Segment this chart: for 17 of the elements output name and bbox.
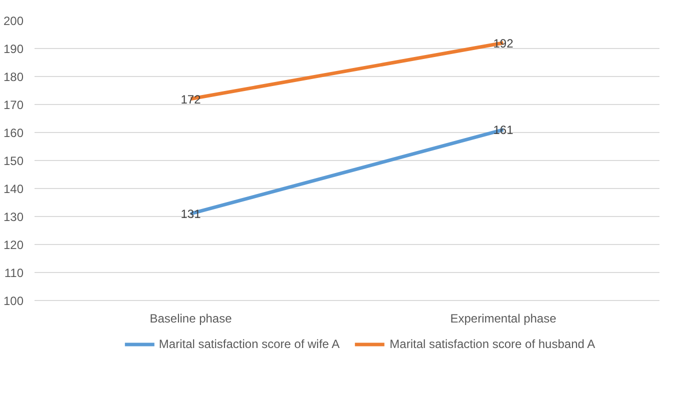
x-tick-label: Experimental phase (450, 312, 557, 326)
y-tick-label: 180 (3, 70, 24, 84)
y-tick-label: 140 (3, 182, 24, 196)
legend-label: Marital satisfaction score of wife A (158, 337, 340, 351)
y-tick-label: 150 (3, 154, 24, 168)
y-tick-label: 160 (3, 126, 24, 140)
data-label: 131 (180, 207, 202, 222)
data-label: 172 (180, 92, 202, 106)
y-tick-label: 130 (3, 210, 24, 224)
legend-label: Marital satisfaction score of husband A (390, 337, 596, 351)
y-tick-label: 200 (3, 14, 24, 28)
y-tick-label: 100 (3, 294, 24, 308)
y-tick-label: 120 (3, 238, 24, 252)
x-tick-label: Baseline phase (150, 312, 232, 326)
y-tick-label: 110 (4, 266, 24, 280)
y-tick-label: 170 (3, 98, 24, 112)
y-tick-label: 190 (3, 42, 24, 56)
